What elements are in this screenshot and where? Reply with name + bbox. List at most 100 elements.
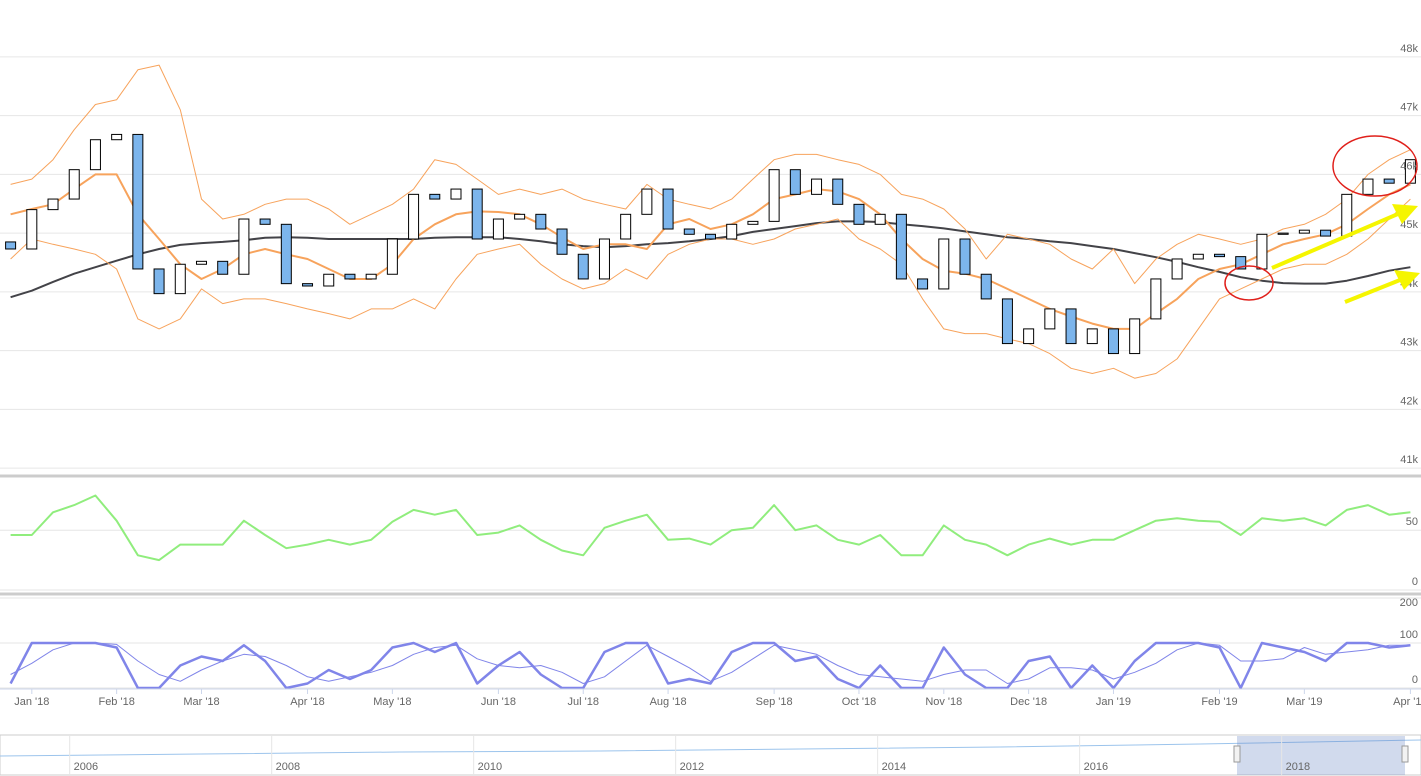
navigator-handle[interactable] xyxy=(1233,745,1241,763)
y-tick-label: 42k xyxy=(1400,395,1418,407)
y-tick-label: 46k xyxy=(1400,160,1418,172)
candle xyxy=(132,133,144,270)
y-tick-label: 45k xyxy=(1400,219,1418,231)
y-tick-label: 43k xyxy=(1400,337,1418,349)
candle xyxy=(1171,258,1183,280)
candle xyxy=(980,273,992,300)
candle xyxy=(874,213,886,225)
arrow-head xyxy=(1394,270,1420,290)
y-tick-label: 50 xyxy=(1406,516,1418,528)
candle xyxy=(917,278,929,290)
series-line xyxy=(10,494,1411,562)
candle xyxy=(1129,318,1141,355)
candle xyxy=(853,203,865,225)
highlight-ellipse xyxy=(1224,265,1274,301)
candle xyxy=(577,253,589,280)
candle xyxy=(747,220,759,225)
candle xyxy=(641,188,653,215)
candle xyxy=(1044,308,1056,330)
candle xyxy=(938,238,950,290)
navigator-line xyxy=(0,739,1421,757)
candle xyxy=(1362,178,1374,195)
candle xyxy=(1341,193,1353,237)
candle xyxy=(1086,328,1098,345)
series-line xyxy=(9,641,1411,690)
x-tick-label: Aug '18 xyxy=(650,696,687,708)
y-tick-label: 48k xyxy=(1400,43,1418,55)
candle xyxy=(1383,178,1395,184)
x-tick-label: Sep '18 xyxy=(756,696,793,708)
x-tick-label: Feb '18 xyxy=(98,696,134,708)
series-line xyxy=(10,642,1411,684)
navigator-year-label: 2014 xyxy=(882,761,906,773)
candle xyxy=(471,188,483,240)
navigator-selection[interactable] xyxy=(1237,736,1405,775)
y-tick-label: 100 xyxy=(1400,629,1418,641)
navigator-year-label: 2010 xyxy=(478,761,502,773)
annotations xyxy=(1224,135,1420,304)
candle xyxy=(1277,232,1289,235)
navigator-year-label: 2016 xyxy=(1084,761,1108,773)
candle xyxy=(26,209,38,250)
candle xyxy=(811,178,823,195)
navigator-handle[interactable] xyxy=(1401,745,1409,763)
candle xyxy=(174,263,186,295)
candle xyxy=(429,193,441,200)
navigator-year-label: 2018 xyxy=(1286,761,1310,773)
navigator[interactable]: 2006 2008 2010 2012 2014 2016 2018 xyxy=(0,734,1421,776)
candle xyxy=(238,218,250,275)
x-tick-label: Jun '18 xyxy=(481,696,516,708)
candle xyxy=(323,273,335,287)
plots xyxy=(5,64,1416,690)
candle xyxy=(535,213,547,230)
x-tick-label: Feb '19 xyxy=(1201,696,1237,708)
x-tick-label: Oct '18 xyxy=(842,696,877,708)
candle xyxy=(195,260,207,265)
candle xyxy=(1256,233,1268,270)
y-tick-label: 47k xyxy=(1400,102,1418,114)
navigator-year-label: 2006 xyxy=(74,761,98,773)
candle xyxy=(89,139,101,171)
candle xyxy=(259,218,271,225)
candle xyxy=(386,238,398,275)
candle xyxy=(1320,229,1332,237)
series-line xyxy=(10,64,1411,285)
candle xyxy=(5,241,17,250)
navigator-frame xyxy=(0,734,1421,776)
x-tick-label: Apr '18 xyxy=(290,696,325,708)
candle xyxy=(1023,328,1035,345)
candle xyxy=(344,273,356,280)
candle xyxy=(280,223,292,285)
candle xyxy=(68,169,80,200)
x-tick-label: Apr '19 xyxy=(1393,696,1421,708)
x-tick-label: Dec '18 xyxy=(1010,696,1047,708)
candle xyxy=(768,169,780,222)
y-tick-label: 41k xyxy=(1400,454,1418,466)
candle xyxy=(789,169,801,195)
candle xyxy=(1065,308,1077,345)
candle xyxy=(556,228,568,255)
candle xyxy=(514,213,526,220)
candle xyxy=(959,238,971,275)
candle xyxy=(1298,229,1310,234)
candle xyxy=(408,193,420,240)
arrow-shaft xyxy=(1344,278,1401,304)
candle xyxy=(1235,256,1247,270)
candle xyxy=(895,213,907,280)
candle xyxy=(1214,253,1226,258)
y-tick-label: 0 xyxy=(1412,674,1418,686)
candle xyxy=(683,228,695,235)
candle xyxy=(47,198,59,211)
y-tick-label: 0 xyxy=(1412,576,1418,588)
x-tick-label: Jan '18 xyxy=(14,696,49,708)
candle xyxy=(111,133,123,141)
arrow-shaft xyxy=(1271,212,1399,270)
candle xyxy=(1150,278,1162,320)
x-tick-label: Jul '18 xyxy=(568,696,599,708)
x-tick-label: Jan '19 xyxy=(1096,696,1131,708)
candle xyxy=(153,268,165,295)
navigator-year-label: 2008 xyxy=(276,761,300,773)
candle xyxy=(1001,298,1013,345)
